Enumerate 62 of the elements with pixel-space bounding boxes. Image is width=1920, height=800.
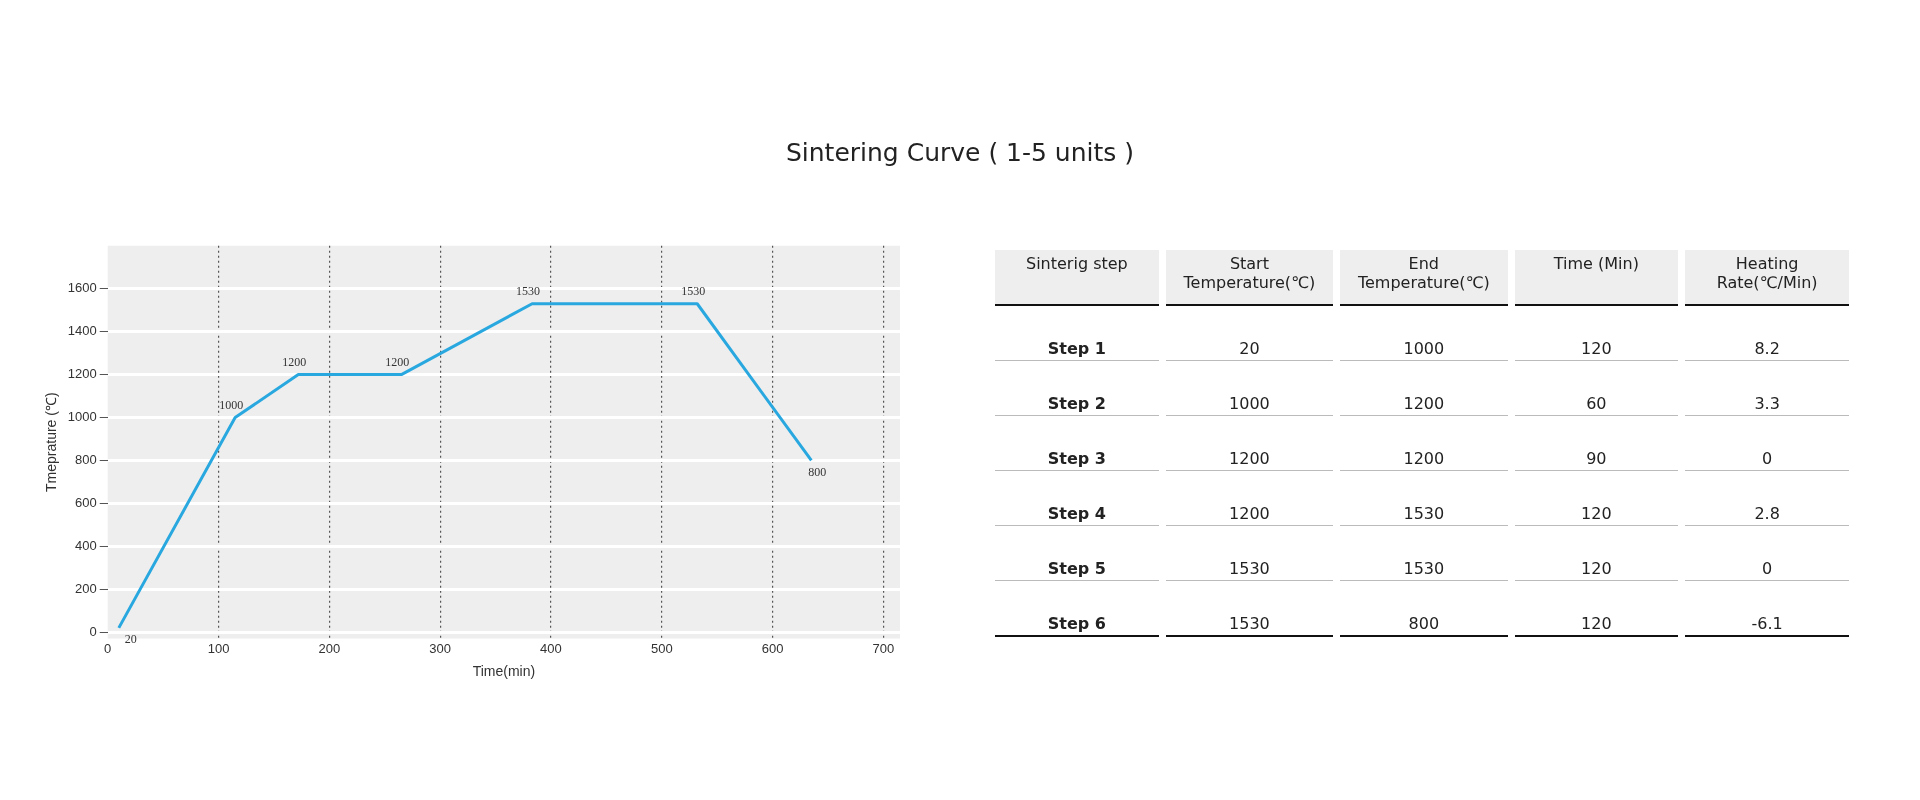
data-label: 120 — [1514, 306, 1679, 361]
data-label: 120 — [1514, 471, 1679, 526]
text: Sinterig step — [995, 250, 1159, 306]
data-label: 1000 — [1340, 306, 1508, 361]
data-label: 800 — [1340, 581, 1508, 637]
y-tick-label: 1200 — [67, 366, 97, 382]
data-label: 0 — [1685, 526, 1849, 581]
text: Sintering Curve ( 1-5 units ) — [784, 138, 1136, 167]
y-tick-label: 1600 — [67, 280, 97, 296]
category-label: Step 4 — [995, 471, 1159, 526]
data-label: 1200 — [1340, 361, 1508, 416]
data-label: 1530 — [1165, 581, 1334, 637]
x-tick-label: 600 — [761, 640, 784, 656]
y-tick-label: 200 — [75, 580, 97, 596]
data-label: 1000 — [219, 397, 244, 412]
data-label: 1200 — [1340, 416, 1508, 471]
text: End Temperature(℃) — [1340, 250, 1508, 306]
text: Time (Min) — [1514, 250, 1679, 306]
data-label: 1200 — [1165, 471, 1334, 526]
data-label: 1530 — [516, 283, 541, 298]
y-tick-label: 400 — [75, 537, 97, 553]
x-axis-title: Time(min) — [472, 663, 536, 680]
category-label: Step 2 — [995, 361, 1159, 416]
data-label: 3.3 — [1685, 361, 1849, 416]
data-label: 90 — [1514, 416, 1679, 471]
x-tick-label: 700 — [872, 640, 895, 656]
data-label: 1200 — [282, 354, 307, 369]
y-tick-label: 600 — [75, 494, 97, 510]
data-label: 0 — [1685, 416, 1849, 471]
x-tick-label: 400 — [540, 640, 562, 656]
x-tick-label: 200 — [318, 640, 341, 656]
category-label: Step 1 — [995, 306, 1159, 361]
data-label: 1200 — [385, 354, 410, 369]
data-label: 120 — [1514, 526, 1679, 581]
data-label: 1530 — [1340, 526, 1508, 581]
text: Start Temperature(℃) — [1165, 250, 1334, 306]
y-axis-title: Tmeprature (℃) — [43, 392, 60, 492]
y-tick-label: 800 — [75, 452, 97, 468]
category-label: Step 5 — [995, 526, 1159, 581]
y-tick-label: 0 — [89, 623, 97, 639]
data-label: 1530 — [1165, 526, 1334, 581]
data-label: 1000 — [1165, 361, 1334, 416]
data-label: 20 — [124, 632, 137, 647]
category-label: Step 6 — [995, 581, 1159, 637]
data-label: -6.1 — [1685, 581, 1849, 637]
y-tick-label: 1000 — [67, 409, 97, 425]
y-tick-label: 1400 — [67, 323, 97, 339]
data-label: 1530 — [1340, 471, 1508, 526]
data-label: 2.8 — [1685, 471, 1849, 526]
x-tick-label: 300 — [429, 640, 451, 656]
data-label: 120 — [1514, 581, 1679, 637]
data-label: 1530 — [681, 283, 706, 298]
x-tick-label: 500 — [650, 640, 673, 656]
data-label: 20 — [1165, 306, 1334, 361]
x-tick-label: 100 — [207, 640, 230, 656]
x-tick-label: 0 — [104, 640, 112, 656]
data-label: 1200 — [1165, 416, 1334, 471]
text: Heating Rate(℃/Min) — [1685, 250, 1849, 306]
data-label: 8.2 — [1685, 306, 1849, 361]
category-label: Step 3 — [995, 416, 1159, 471]
data-label: 800 — [808, 464, 827, 479]
data-label: 60 — [1514, 361, 1679, 416]
